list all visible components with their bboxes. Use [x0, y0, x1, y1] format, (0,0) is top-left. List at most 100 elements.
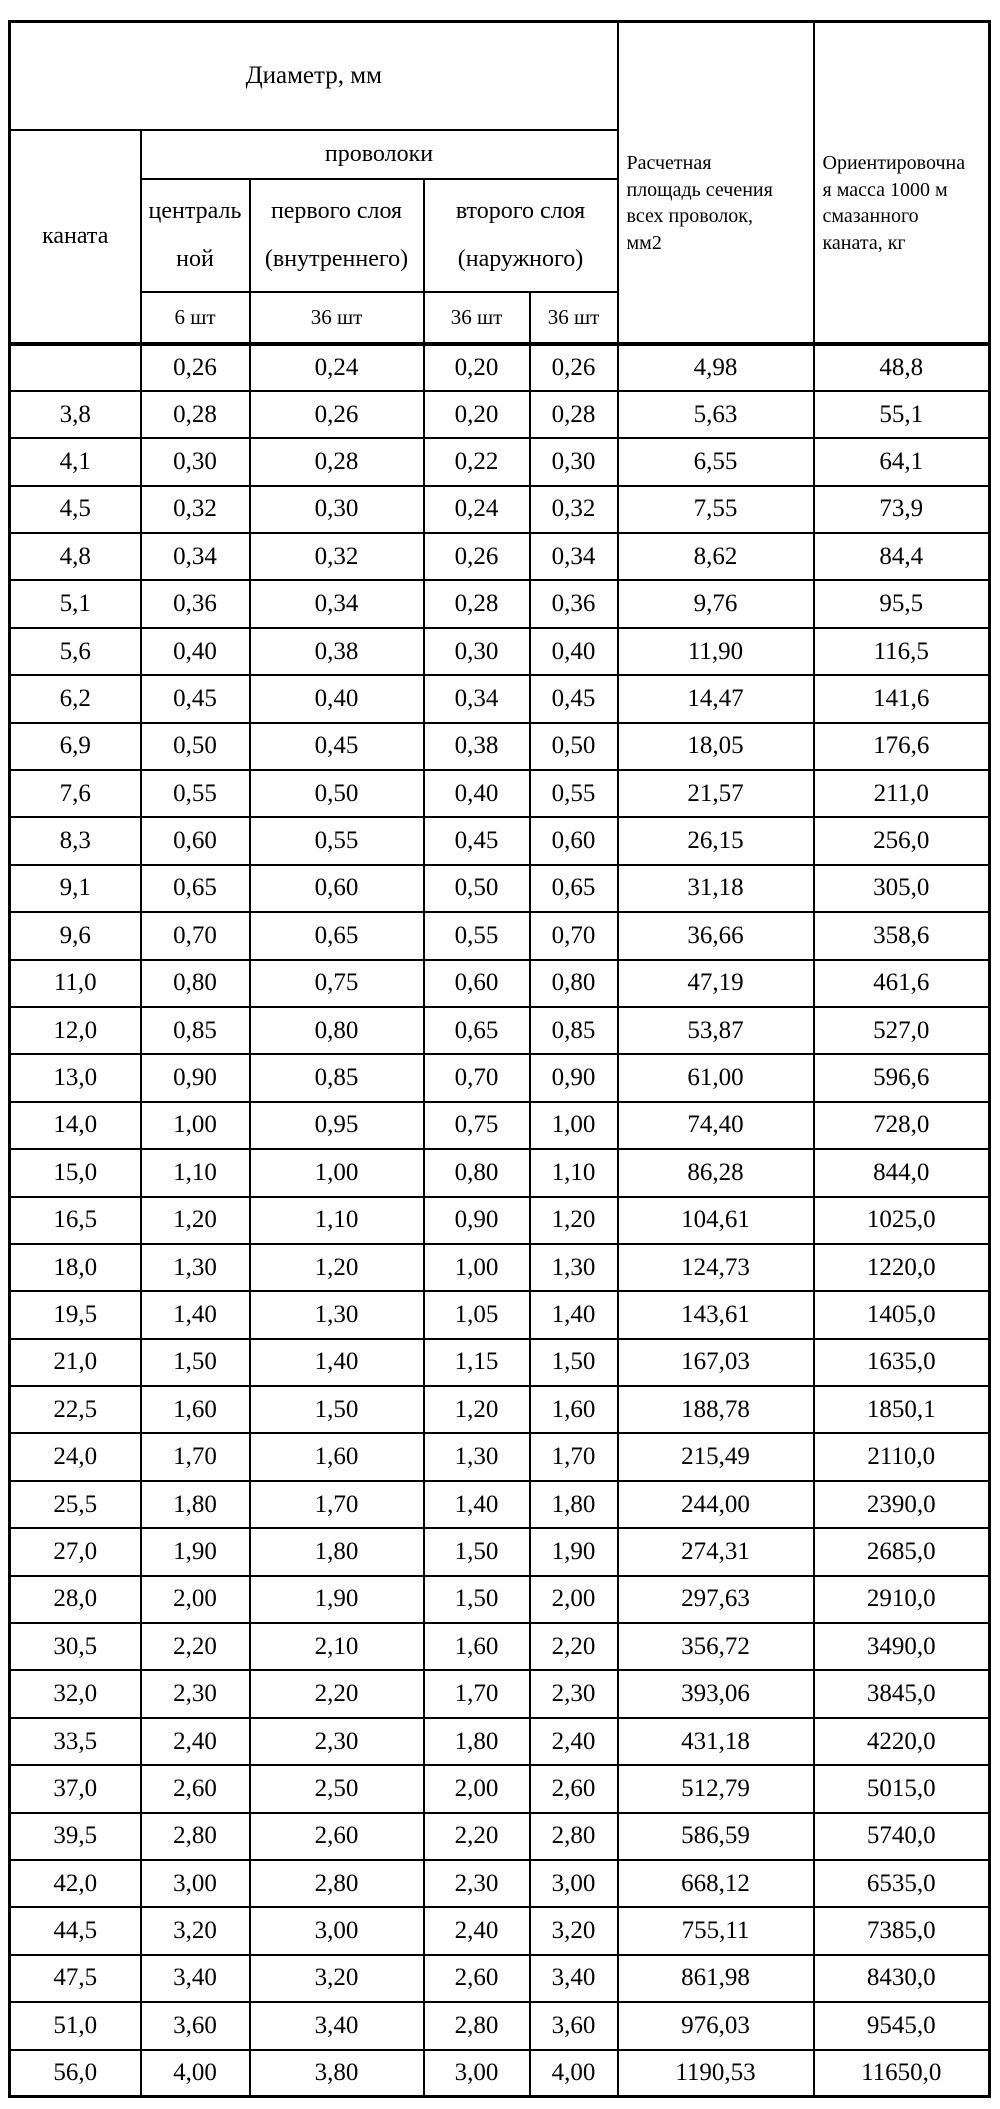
header-rope-diameter: каната: [8, 128, 142, 346]
cell-first-layer-wire-diameter: 2,30: [248, 1716, 425, 1767]
cell-mass-per-1000m: 461,6: [812, 958, 991, 1008]
cell-mass-per-1000m: 48,8: [812, 342, 991, 392]
cell-mass-per-1000m: 116,5: [812, 626, 991, 677]
cell-mass-per-1000m: 55,1: [812, 389, 991, 440]
cell-mass-per-1000m: 8430,0: [812, 1953, 991, 2004]
cell-central-wire-diameter: 0,26: [139, 342, 251, 392]
cell-rope-diameter: 5,6: [8, 626, 142, 677]
table-row: 11,0 0,80 0,75 0,60 0,80 47,19 461,6: [8, 958, 991, 1008]
cell-mass-per-1000m: 211,0: [812, 769, 991, 819]
cell-rope-diameter: 8,3: [8, 816, 142, 866]
table-row: 30,5 2,20 2,10 1,60 2,20 356,72 3490,0: [8, 1622, 991, 1672]
cell-central-wire-diameter: 3,20: [139, 1906, 251, 1956]
cell-second-layer-wire-diameter-b: 2,20: [528, 1622, 619, 1672]
table-row: 16,5 1,20 1,10 0,90 1,20 104,61 1025,0: [8, 1195, 991, 1245]
cell-mass-per-1000m: 1635,0: [812, 1337, 991, 1388]
cell-first-layer-wire-diameter: 2,60: [248, 1811, 425, 1862]
cell-second-layer-wire-diameter-b: 2,30: [528, 1669, 619, 1719]
cell-central-wire-diameter: 0,65: [139, 863, 251, 914]
cell-mass-per-1000m: 95,5: [812, 579, 991, 629]
cell-central-wire-diameter: 0,50: [139, 721, 251, 772]
cell-rope-diameter: 44,5: [8, 1906, 142, 1956]
cell-second-layer-wire-diameter-a: 0,50: [422, 863, 531, 914]
cell-second-layer-wire-diameter-b: 2,00: [528, 1574, 619, 1625]
cell-second-layer-wire-diameter-a: 0,40: [422, 769, 531, 819]
cell-section-area: 431,18: [616, 1716, 815, 1767]
table-row: 18,0 1,30 1,20 1,00 1,30 124,73 1220,0: [8, 1242, 991, 1293]
wire-rope-table: Диаметр, мм Расчетная площадь сечения вс…: [8, 20, 991, 2099]
cell-second-layer-wire-diameter-a: 1,60: [422, 1622, 531, 1672]
cell-second-layer-wire-diameter-a: 2,60: [422, 1953, 531, 2004]
cell-central-wire-diameter: 0,34: [139, 532, 251, 582]
cell-central-wire-diameter: 1,20: [139, 1195, 251, 1245]
header-count-second-layer-a: 36 шт: [422, 290, 531, 346]
table-row: 44,5 3,20 3,00 2,40 3,20 755,11 7385,0: [8, 1906, 991, 1956]
cell-mass-per-1000m: 1025,0: [812, 1195, 991, 1245]
cell-second-layer-wire-diameter-b: 1,70: [528, 1432, 619, 1482]
cell-second-layer-wire-diameter-a: 0,22: [422, 437, 531, 487]
cell-second-layer-wire-diameter-b: 3,20: [528, 1906, 619, 1956]
cell-rope-diameter: 19,5: [8, 1290, 142, 1340]
cell-central-wire-diameter: 0,32: [139, 484, 251, 535]
table-row: 32,0 2,30 2,20 1,70 2,30 393,06 3845,0: [8, 1669, 991, 1719]
cell-first-layer-wire-diameter: 2,50: [248, 1764, 425, 1814]
cell-first-layer-wire-diameter: 0,32: [248, 532, 425, 582]
cell-central-wire-diameter: 1,30: [139, 1242, 251, 1293]
cell-second-layer-wire-diameter-a: 0,26: [422, 532, 531, 582]
cell-rope-diameter: 12,0: [8, 1005, 142, 1056]
cell-section-area: 74,40: [616, 1100, 815, 1151]
table-row: 28,0 2,00 1,90 1,50 2,00 297,63 2910,0: [8, 1574, 991, 1625]
cell-second-layer-wire-diameter-a: 2,80: [422, 2001, 531, 2051]
cell-rope-diameter: 4,8: [8, 532, 142, 582]
cell-rope-diameter: 51,0: [8, 2001, 142, 2051]
table-row: 6,2 0,45 0,40 0,34 0,45 14,47 141,6: [8, 674, 991, 724]
table-row: 0,26 0,24 0,20 0,26 4,98 48,8: [8, 342, 991, 392]
cell-mass-per-1000m: 3845,0: [812, 1669, 991, 1719]
table-row: 4,8 0,34 0,32 0,26 0,34 8,62 84,4: [8, 532, 991, 582]
cell-central-wire-diameter: 3,60: [139, 2001, 251, 2051]
cell-mass-per-1000m: 5740,0: [812, 1811, 991, 1862]
cell-section-area: 5,63: [616, 389, 815, 440]
cell-first-layer-wire-diameter: 0,60: [248, 863, 425, 914]
cell-second-layer-wire-diameter-a: 0,38: [422, 721, 531, 772]
cell-first-layer-wire-diameter: 1,10: [248, 1195, 425, 1245]
table-row: 9,6 0,70 0,65 0,55 0,70 36,66 358,6: [8, 911, 991, 961]
cell-first-layer-wire-diameter: 0,55: [248, 816, 425, 866]
table-body: 0,26 0,24 0,20 0,26 4,98 48,8 3,8 0,28 0,26 0,20 0…: [8, 342, 991, 2098]
cell-rope-diameter: 22,5: [8, 1385, 142, 1435]
cell-mass-per-1000m: 176,6: [812, 721, 991, 772]
cell-second-layer-wire-diameter-b: 1,30: [528, 1242, 619, 1293]
cell-central-wire-diameter: 0,55: [139, 769, 251, 819]
cell-rope-diameter: 6,2: [8, 674, 142, 724]
cell-mass-per-1000m: 141,6: [812, 674, 991, 724]
header-diameter-group: Диаметр, мм: [8, 20, 619, 131]
cell-second-layer-wire-diameter-a: 1,15: [422, 1337, 531, 1388]
cell-second-layer-wire-diameter-a: 0,20: [422, 342, 531, 392]
cell-section-area: 4,98: [616, 342, 815, 392]
cell-central-wire-diameter: 0,45: [139, 674, 251, 724]
cell-rope-diameter: 6,9: [8, 721, 142, 772]
table-row: 22,5 1,60 1,50 1,20 1,60 188,78 1850,1: [8, 1385, 991, 1435]
cell-central-wire-diameter: 1,10: [139, 1148, 251, 1198]
header-first-layer-wire: первого слоя (внутреннего): [248, 177, 425, 293]
cell-first-layer-wire-diameter: 1,60: [248, 1432, 425, 1482]
cell-mass-per-1000m: 527,0: [812, 1005, 991, 1056]
cell-central-wire-diameter: 2,40: [139, 1716, 251, 1767]
cell-second-layer-wire-diameter-a: 2,40: [422, 1906, 531, 1956]
cell-mass-per-1000m: 2110,0: [812, 1432, 991, 1482]
cell-rope-diameter: 9,1: [8, 863, 142, 914]
cell-rope-diameter: 9,6: [8, 911, 142, 961]
cell-first-layer-wire-diameter: 0,34: [248, 579, 425, 629]
table-row: 6,9 0,50 0,45 0,38 0,50 18,05 176,6: [8, 721, 991, 772]
cell-rope-diameter: 13,0: [8, 1053, 142, 1103]
cell-section-area: 512,79: [616, 1764, 815, 1814]
table-row: 12,0 0,85 0,80 0,65 0,85 53,87 527,0: [8, 1005, 991, 1056]
cell-mass-per-1000m: 11650,0: [812, 2048, 991, 2098]
cell-second-layer-wire-diameter-b: 0,32: [528, 484, 619, 535]
cell-second-layer-wire-diameter-a: 0,45: [422, 816, 531, 866]
cell-first-layer-wire-diameter: 3,80: [248, 2048, 425, 2098]
cell-first-layer-wire-diameter: 1,90: [248, 1574, 425, 1625]
cell-central-wire-diameter: 3,00: [139, 1858, 251, 1909]
cell-second-layer-wire-diameter-b: 3,00: [528, 1858, 619, 1909]
cell-section-area: 47,19: [616, 958, 815, 1008]
